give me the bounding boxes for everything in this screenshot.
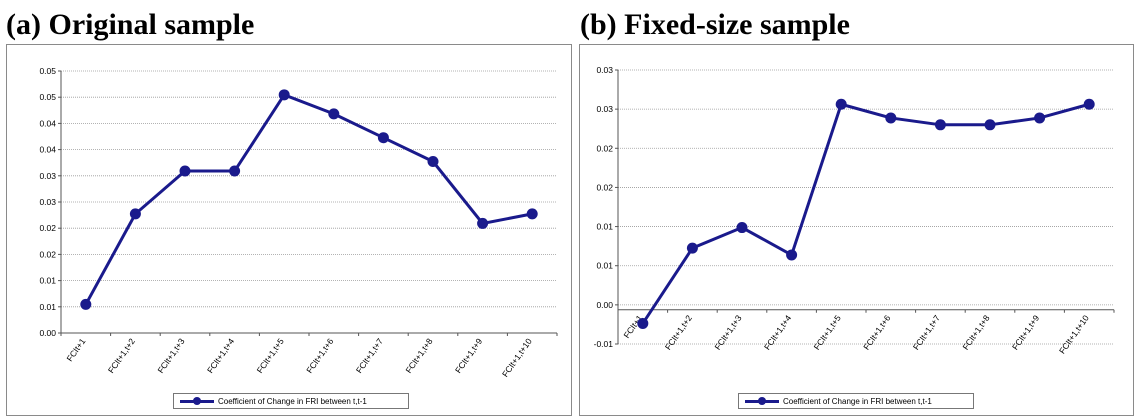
- chart-a-ytick-label: 0.02: [39, 223, 56, 233]
- chart-b-xtick-label: FCIt+1,t+5: [812, 313, 843, 352]
- chart-b-ytick-label: 0.02: [596, 143, 613, 153]
- chart-b-data-point: [934, 119, 946, 131]
- chart-b-data-point: [786, 249, 798, 261]
- chart-a-ytick-label: 0.01: [39, 302, 56, 312]
- chart-a-data-point: [278, 89, 290, 101]
- chart-b-xtick-label: FCIt+1,t+9: [1010, 313, 1041, 352]
- chart-a-ytick-label: 0.05: [39, 92, 56, 102]
- chart-a-series-line: [84, 92, 533, 306]
- chart-a-data-point: [526, 208, 538, 220]
- chart-a-data-point: [427, 156, 439, 168]
- chart-a-data-point: [129, 208, 141, 220]
- chart-b-data-point: [984, 119, 996, 131]
- chart-b-xtick-label: FCIt+1,t+4: [762, 313, 793, 352]
- chart-a-xtick-label: FCIt+1: [64, 336, 87, 363]
- chart-b-data-point: [637, 317, 649, 329]
- chart-b-xtick-label: FCIt+1,t+10: [1057, 313, 1091, 356]
- chart-a-xtick-label: FCIt+1,t+4: [205, 336, 236, 375]
- chart-a-data-point: [80, 298, 92, 310]
- chart-b-data-point: [736, 222, 748, 234]
- chart-a-ytick-label: 0.02: [39, 249, 56, 259]
- chart-b-xtick-label: FCIt+1,t+7: [911, 313, 942, 352]
- chart-a-ytick-label: 0.03: [39, 171, 56, 181]
- legend-line-marker-icon: [180, 396, 214, 406]
- chart-a-ytick-label: 0.00: [39, 328, 56, 338]
- chart-b-data-point: [1083, 98, 1095, 110]
- chart-b-frame: -0.01 0.00 0.01 0.01 0.02 0.02 0.03 0.03 FCIt+1 F…: [579, 44, 1134, 416]
- chart-a-xtick-label: FCIt+1,t+3: [155, 336, 186, 375]
- chart-a-xtick-label: FCIt+1,t+5: [255, 336, 286, 375]
- chart-b-legend-label: Coefficient of Change in FRI between t,t…: [783, 396, 932, 406]
- chart-b-legend: Coefficient of Change in FRI between t,t…: [738, 393, 974, 409]
- chart-a-ytick-label: 0.04: [39, 145, 56, 155]
- chart-b-data-point: [1034, 112, 1046, 124]
- chart-a-data-point: [477, 217, 489, 229]
- chart-a-data-point: [328, 108, 340, 120]
- chart-b-data-point: [885, 112, 897, 124]
- chart-a-data-point: [377, 132, 389, 144]
- chart-b-ytick-label: 0.03: [596, 104, 613, 114]
- chart-b-data-point: [835, 98, 847, 110]
- chart-a-ytick-label: 0.05: [39, 66, 56, 76]
- chart-b-ytick-label: 0.01: [596, 222, 613, 232]
- chart-a-legend: Coefficient of Change in FRI between t,t…: [173, 393, 409, 409]
- chart-a-frame: 0.00 0.01 0.01 0.02 0.02 0.03 0.03 0.04 0.04 0.05…: [6, 44, 572, 416]
- chart-a-ytick-label: 0.03: [39, 197, 56, 207]
- panel-b-title: (b) Fixed-size sample: [580, 8, 850, 41]
- chart-a-xtick-label: FCIt+1,t+6: [304, 336, 335, 375]
- chart-a-legend-label: Coefficient of Change in FRI between t,t…: [218, 396, 367, 406]
- chart-a-plot: 0.00 0.01 0.01 0.02 0.02 0.03 0.03 0.04 0.04 0.05…: [39, 66, 558, 379]
- chart-b-xtick-label: FCIt+1,t+6: [861, 313, 892, 352]
- legend-line-marker-icon: [745, 396, 779, 406]
- chart-b-ytick-label: 0.02: [596, 182, 613, 192]
- chart-b-ytick-label: 0.00: [596, 300, 613, 310]
- chart-b-xtick-label: FCIt+1,t+2: [663, 313, 694, 352]
- chart-a-ytick-label: 0.04: [39, 118, 56, 128]
- chart-b-ytick-label: -0.01: [594, 339, 614, 349]
- chart-a-data-point: [179, 165, 191, 177]
- chart-b-ytick-label: 0.01: [596, 261, 613, 271]
- chart-b-ytick-label: 0.03: [596, 65, 613, 75]
- chart-a-xtick-label: FCIt+1,t+2: [106, 336, 137, 375]
- panel-a-title: (a) Original sample: [6, 8, 255, 41]
- chart-b-xtick-label: FCIt+1,t+8: [960, 313, 991, 352]
- chart-a-ytick-label: 0.01: [39, 276, 56, 286]
- chart-a-xtick-label: FCIt+1,t+9: [453, 336, 484, 375]
- chart-b-xtick-label: FCIt+1,t+3: [712, 313, 743, 352]
- chart-a-xtick-label: FCIt+1,t+7: [354, 336, 385, 375]
- chart-a-xtick-label: FCIt+1,t+8: [403, 336, 434, 375]
- chart-a-data-point: [229, 165, 241, 177]
- chart-b-series-line: [641, 102, 1090, 325]
- chart-b-data-point: [686, 242, 698, 254]
- chart-a-xtick-label: FCIt+1,t+10: [500, 336, 534, 379]
